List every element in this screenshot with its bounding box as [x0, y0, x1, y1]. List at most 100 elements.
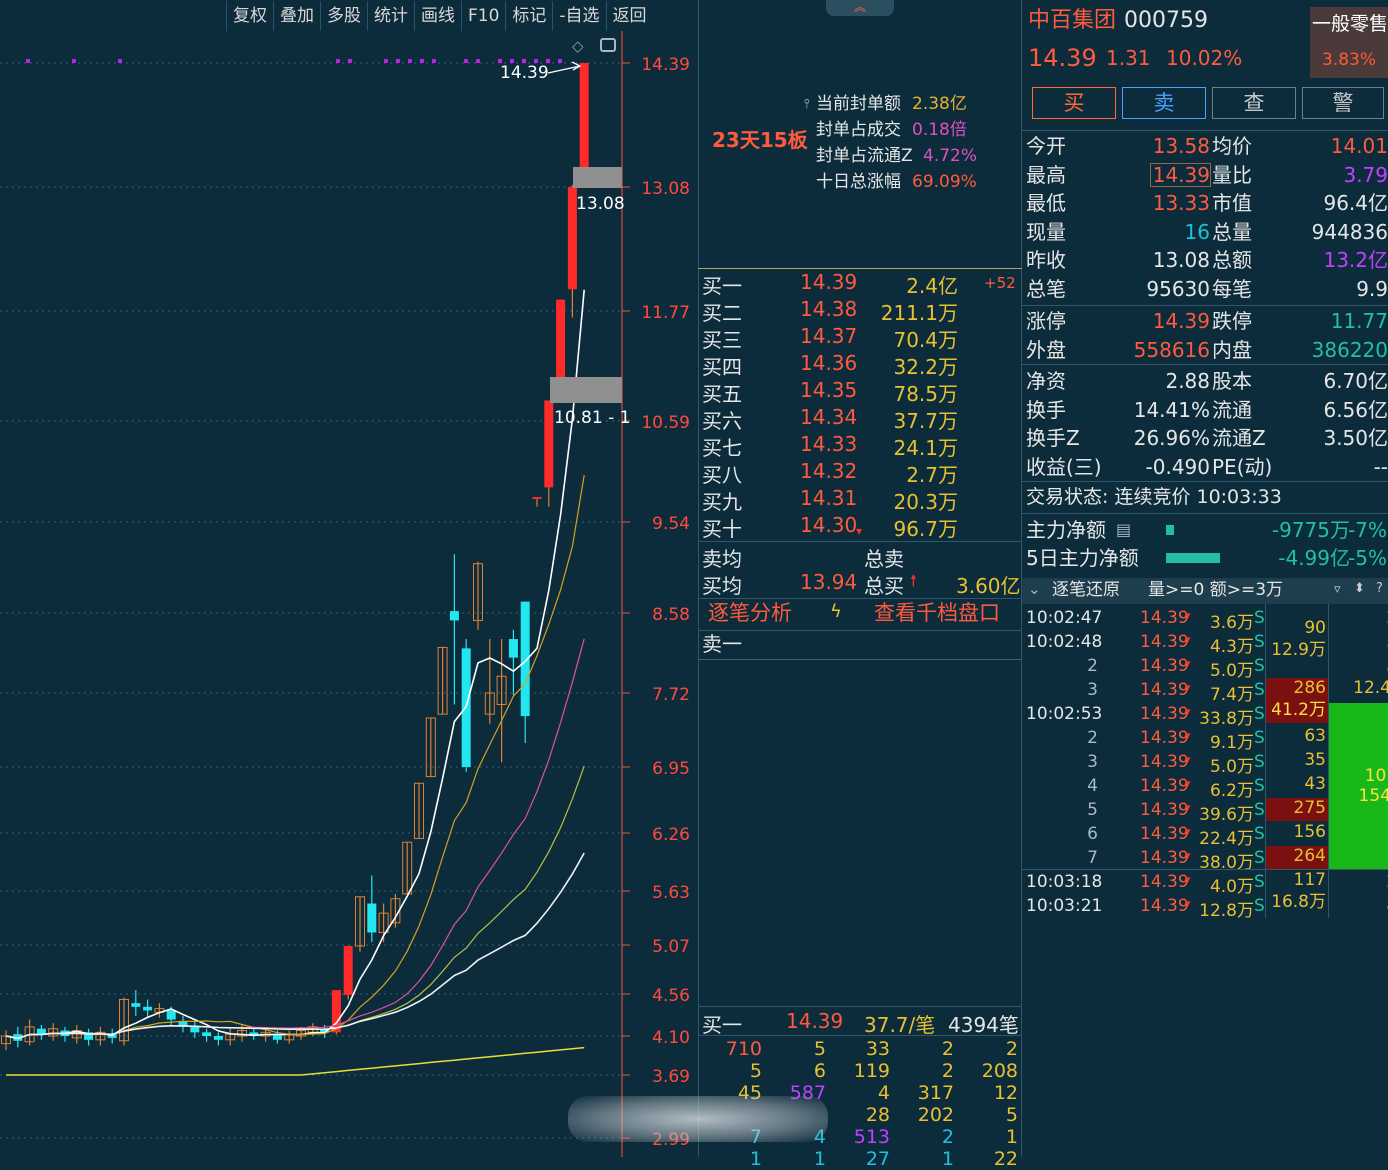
draw-line-button[interactable]: 画线 [414, 1, 461, 31]
tick-row[interactable]: 10:03:18 14.39 ▾ 4.0万 S [1022, 872, 1388, 897]
filter-icon[interactable]: ▿ [1334, 582, 1341, 597]
tick-row[interactable]: 3 14.39 ▾ 5.0万 S [1022, 752, 1388, 777]
candle[interactable] [154, 1003, 165, 1018]
queue-cell: 1 [941, 1148, 954, 1170]
bid-row[interactable]: 买五 14.35 78.5万 [698, 378, 1022, 406]
statistics-button[interactable]: 统计 [367, 1, 414, 31]
multi-stock-button[interactable]: 多股 [320, 1, 367, 31]
list-icon[interactable]: ▤ [1116, 520, 1132, 539]
tick-side: S [1254, 896, 1265, 916]
candle[interactable] [402, 841, 413, 895]
candle[interactable] [425, 717, 436, 778]
tick-row[interactable]: 2 14.39 ▾ 5.0万 S [1022, 656, 1388, 681]
candle[interactable] [367, 875, 377, 943]
signal-dot [118, 59, 122, 63]
bid-row[interactable]: 买十 14.30 96.7万 [698, 513, 1022, 541]
candle[interactable] [567, 185, 577, 318]
candle[interactable] [225, 1028, 236, 1046]
candle[interactable] [84, 1028, 94, 1046]
candle[interactable] [190, 1021, 200, 1038]
help-icon[interactable]: ? [1376, 581, 1383, 596]
candle[interactable] [95, 1026, 106, 1046]
candle[interactable] [343, 945, 353, 1000]
overlay-button[interactable]: 叠加 [273, 1, 320, 31]
tick-row[interactable]: 6 14.39 ▾ 22.4万 S [1022, 824, 1388, 849]
tick-filter[interactable]: 量>=0 额>=3万 [1148, 580, 1284, 600]
candle[interactable] [473, 561, 483, 630]
tick-row[interactable]: 10:02:47 14.39 ▾ 3.6万 S [1022, 608, 1388, 633]
candle[interactable] [414, 782, 424, 840]
candle[interactable] [484, 639, 495, 724]
candle[interactable] [202, 1028, 212, 1042]
candle[interactable] [532, 496, 542, 507]
buy-button[interactable]: 买 [1032, 87, 1116, 119]
signal-dot [558, 59, 562, 63]
tick-side: S [1254, 848, 1265, 868]
tab-tick-analysis[interactable]: 逐笔分析 [708, 601, 792, 625]
bid-row[interactable]: 买八 14.32 2.7万 [698, 459, 1022, 487]
kline-canvas[interactable]: 14.39 13.08 11.77 10.59 9.54 8.58 7.72 6.95 6.26… [0, 0, 698, 1157]
bid-row[interactable]: 买四 14.36 32.2万 [698, 351, 1022, 379]
candle[interactable] [544, 400, 554, 507]
candle[interactable] [1, 1030, 11, 1051]
tick-row[interactable]: 10:03:21 14.39 ▾ 12.8万 S [1022, 896, 1388, 921]
candle[interactable] [437, 646, 448, 715]
tick-row[interactable]: 4 14.39 ▾ 6.2万 S [1022, 776, 1388, 801]
remove-watchlist-button[interactable]: -自选 [552, 1, 605, 31]
candle[interactable] [107, 1028, 117, 1044]
bid-row[interactable]: 买九 14.31 20.3万 [698, 486, 1022, 514]
tab-depth-view[interactable]: 查看千档盘口 [874, 601, 1000, 625]
diamond-icon[interactable]: ◇ [572, 37, 584, 55]
candle[interactable] [449, 554, 459, 705]
tick-row[interactable]: 2 14.39 ▾ 9.1万 S [1022, 728, 1388, 753]
tick-row[interactable]: 7 14.39 ▾ 38.0万 S [1022, 848, 1388, 873]
candle[interactable] [213, 1032, 223, 1046]
quote-value: 9.9 [1356, 277, 1388, 301]
candle[interactable] [579, 63, 589, 176]
mark-button[interactable]: 标记 [505, 1, 552, 31]
candle[interactable] [71, 1025, 82, 1044]
quote-value: 95630 [1146, 277, 1210, 301]
candle[interactable] [284, 1030, 295, 1044]
candle[interactable] [355, 896, 365, 952]
tick-restore-title[interactable]: 逐笔还原 [1052, 580, 1120, 600]
tick-row[interactable]: 5 14.39 ▾ 39.6万 S [1022, 800, 1388, 825]
alert-button[interactable]: 警 [1302, 87, 1384, 119]
window-toggle-icon[interactable] [600, 38, 616, 52]
collapse-panel-icon[interactable]: ︽ [826, 0, 894, 16]
bid-row[interactable]: 买七 14.33 24.1万 [698, 432, 1022, 460]
candle[interactable] [13, 1026, 23, 1048]
candle[interactable] [331, 990, 341, 1035]
candle[interactable] [496, 639, 507, 763]
lightning-icon[interactable]: ϟ [830, 601, 842, 622]
candle[interactable] [131, 990, 141, 1016]
sell-button[interactable]: 卖 [1122, 87, 1206, 119]
sort-icon[interactable]: ⬍ [1354, 581, 1365, 596]
bid-row[interactable]: 买三 14.37 70.4万 [698, 324, 1022, 352]
candle[interactable] [508, 629, 518, 695]
back-button[interactable]: 返回 [605, 1, 653, 31]
bid-row[interactable]: 买一 14.39 2.4亿 +52 [698, 270, 1022, 298]
sector-name[interactable]: 一般零售 [1312, 13, 1388, 35]
candle[interactable] [143, 999, 153, 1018]
bid-row[interactable]: 买二 14.38 211.1万 [698, 297, 1022, 325]
candle[interactable] [119, 997, 129, 1046]
restore-rights-button[interactable]: 复权 [226, 1, 273, 31]
candle[interactable] [178, 1015, 188, 1033]
kline-chart[interactable]: 14.39 13.08 11.77 10.59 9.54 8.58 7.72 6.95 6.26… [0, 0, 698, 1157]
tick-row[interactable]: 10:02:48 14.39 ▾ 4.3万 S [1022, 632, 1388, 657]
tick-price: 14.39 [1140, 872, 1189, 892]
chevron-down-icon[interactable]: ⌄ [1028, 580, 1041, 598]
candle[interactable] [48, 1023, 59, 1041]
tick-row[interactable]: 10:02:53 14.39 ▾ 33.8万 S [1022, 704, 1388, 729]
f10-button[interactable]: F10 [461, 1, 505, 31]
tick-row[interactable]: 3 14.39 ▾ 7.4万 S [1022, 680, 1388, 705]
candle[interactable] [520, 601, 530, 743]
bid-row[interactable]: 买六 14.34 37.7万 [698, 405, 1022, 433]
queue-cell: 5 [749, 1060, 762, 1082]
candle[interactable] [24, 1019, 35, 1046]
agg-buy-value: 41.2万 [1271, 700, 1326, 720]
sector-badge[interactable] [1310, 7, 1388, 78]
candle[interactable] [36, 1025, 46, 1040]
lookup-button[interactable]: 查 [1212, 87, 1296, 119]
